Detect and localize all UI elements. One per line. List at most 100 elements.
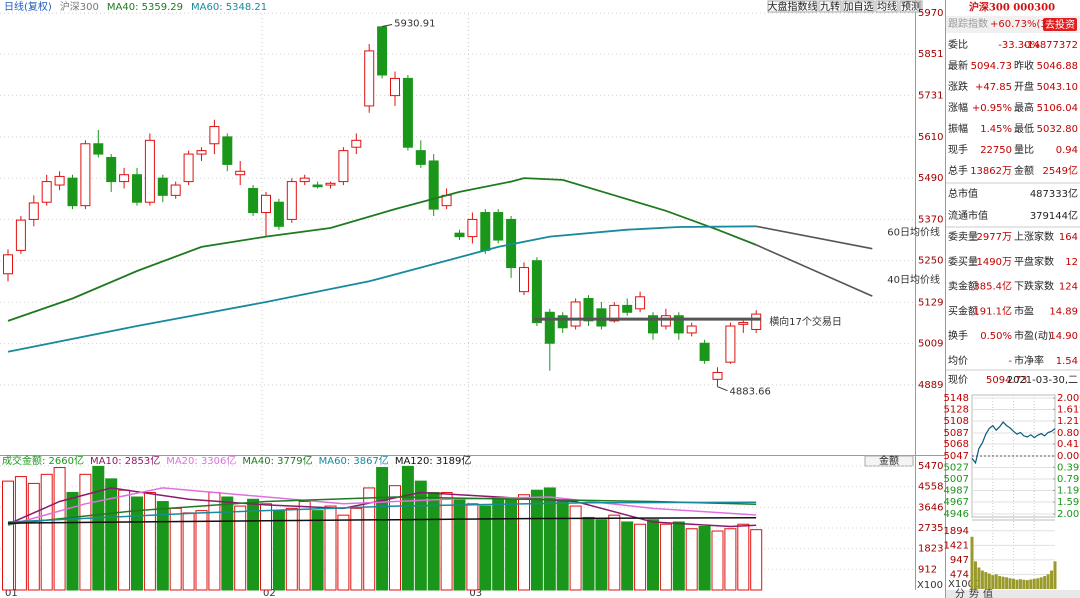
volume-legend-label: MA120: 3189亿 (395, 454, 472, 467)
x-tick-label: 01 (5, 588, 18, 598)
volume-bar (182, 512, 195, 591)
intraday-pct-label: 2.00% (1057, 509, 1080, 520)
intraday-vol-bar (1018, 579, 1022, 589)
invest-button-label[interactable]: 去投资 (1045, 18, 1075, 31)
volume-ma-line (7, 496, 757, 525)
intraday-pct-label: 0.41% (1057, 439, 1080, 450)
intraday-tick-label: 5087 (944, 428, 969, 439)
volume-bar (698, 525, 711, 591)
field-label: 下跌家数 (1014, 280, 1054, 293)
candle-body (544, 311, 555, 344)
field-label: 现手 (948, 143, 968, 156)
field-label: 市盈(动) (1014, 329, 1052, 342)
volume-bar (750, 529, 763, 591)
volume-bar (208, 491, 221, 591)
intraday-vol-tick-label: 1894 (944, 526, 969, 537)
amount-button-label[interactable]: 金额 (879, 454, 899, 467)
volume-bar (324, 505, 337, 591)
panel-tab[interactable]: 势 (969, 587, 979, 598)
field-value: 2977万 (977, 232, 1012, 243)
volume-bar (401, 465, 414, 591)
intraday-tick-label: 5148 (944, 393, 969, 404)
volume-bar (634, 523, 647, 591)
volume-tick-label: 5470 (918, 461, 943, 472)
invest-button-bg[interactable] (1043, 18, 1077, 31)
volume-legend-label: 成交金额: 2660亿 (2, 454, 84, 467)
high-leader (382, 24, 393, 28)
volume-bar (518, 494, 530, 591)
volume-bar (389, 485, 401, 591)
field-value: +0.95% (972, 103, 1012, 114)
toolbar-button[interactable] (818, 0, 842, 13)
volume-bar (337, 514, 350, 591)
toolbar-button[interactable] (767, 0, 818, 13)
volume-bar (143, 491, 156, 591)
volume-bar (195, 510, 208, 591)
volume-bar (621, 521, 634, 591)
panel-title: 沪深300 000300 (969, 1, 1055, 14)
volume-bar (79, 473, 92, 591)
toolbar-button-label[interactable]: 大盘指数线 (768, 0, 818, 13)
candle-body (80, 143, 91, 207)
field-value: -14877372 (1023, 40, 1078, 51)
volume-bar (530, 489, 543, 591)
candle-body (261, 194, 271, 214)
candle-body (725, 325, 736, 363)
candle-body (248, 187, 259, 214)
intraday-vol-bar (984, 572, 988, 589)
candle-body (415, 150, 426, 165)
panel-tab[interactable]: 分 (955, 588, 965, 598)
toolbar-button-label[interactable]: 九转 (820, 0, 840, 13)
volume-ma-line (7, 487, 757, 528)
candle-body (570, 301, 581, 327)
legend-label: MA40: 5359.29 (107, 2, 183, 13)
toolbar-button-label[interactable]: 加自选 (844, 0, 874, 13)
field-value: 487333亿 (1030, 187, 1078, 200)
toolbar-button[interactable] (899, 0, 923, 13)
candle-body (15, 219, 26, 251)
volume-bar (221, 496, 234, 591)
intraday-pct-label: 1.59% (1057, 497, 1080, 508)
field-label: 最低 (1014, 122, 1034, 135)
y-tick-label: 5370 (918, 214, 943, 225)
range-label: 横向17个交易日 (769, 315, 842, 328)
candle-body (312, 184, 323, 188)
intraday-pct-label: 1.61% (1057, 404, 1080, 415)
low-leader (717, 386, 728, 392)
panel-tab[interactable]: 值 (983, 587, 993, 598)
volume-bar (659, 523, 672, 591)
toolbar-button[interactable] (842, 0, 875, 13)
y-tick-label: 5129 (918, 297, 943, 308)
volume-bar (685, 528, 698, 591)
field-value: 14.90 (1049, 331, 1078, 342)
volume-bar (582, 516, 595, 591)
volume-bar (92, 465, 105, 591)
toolbar-button-label[interactable]: 预测 (901, 0, 921, 13)
candle-body (583, 298, 594, 322)
field-value: 2549亿 (1043, 164, 1078, 177)
y-tick-label: 5851 (918, 49, 943, 60)
field-value: 124 (1059, 282, 1078, 293)
volume-bar (492, 496, 505, 591)
intraday-vol-bar (1001, 576, 1005, 589)
legend-label: 日线(复权) (4, 0, 52, 13)
toolbar-button[interactable] (875, 0, 899, 13)
field-value: +47.85 (975, 82, 1012, 93)
intraday-tick-label: 5108 (944, 416, 969, 427)
candle-body (144, 139, 155, 203)
toolbar-button-label[interactable]: 均线 (877, 0, 897, 13)
intraday-tick-label: 4967 (944, 497, 969, 508)
volume-bar (285, 507, 298, 591)
intraday-vol-bar (973, 561, 977, 589)
field-value: 5046.88 (1037, 61, 1078, 72)
candle-body (93, 143, 104, 155)
candle-body (557, 315, 568, 329)
field-label: 平盘家数 (1014, 255, 1054, 268)
field-label: 总手 (948, 164, 968, 177)
volume-bar (543, 487, 556, 591)
price-row-date: 2021-03-30,二 (1007, 375, 1078, 386)
y-tick-label: 4889 (918, 380, 943, 391)
field-label: 流通市值 (948, 209, 988, 222)
volume-bar (711, 530, 724, 591)
candle-body (660, 315, 671, 327)
